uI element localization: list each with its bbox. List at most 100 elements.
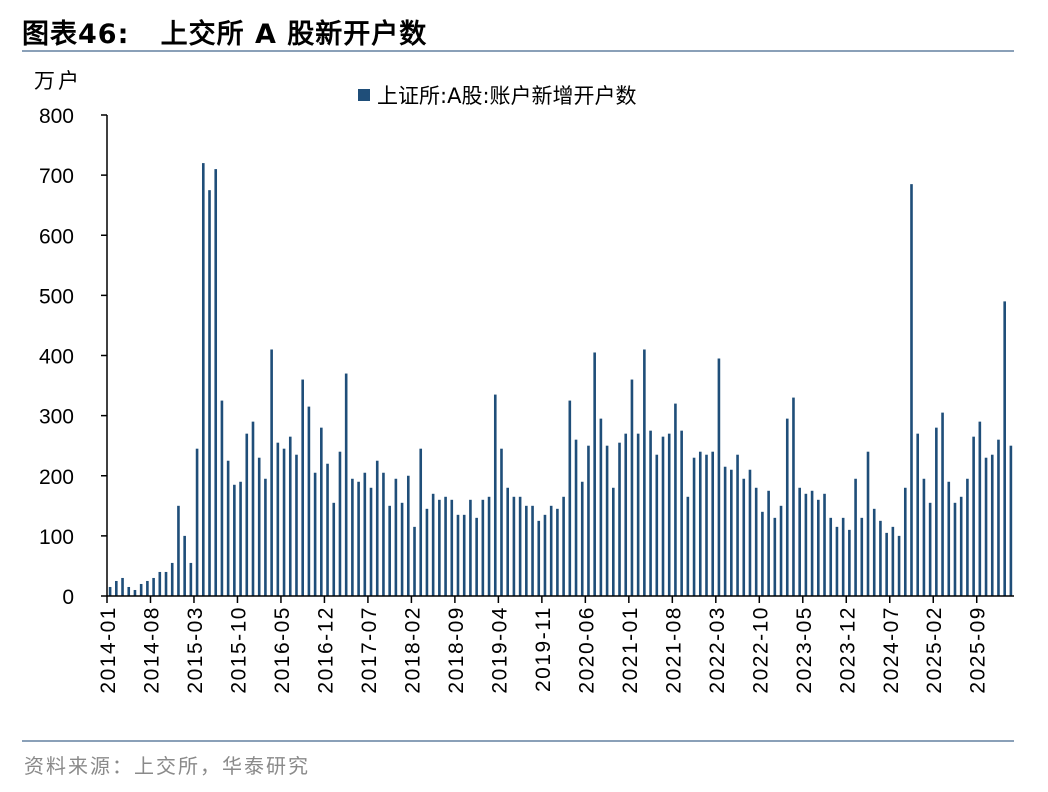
x-tick-label: 2023-12 xyxy=(836,606,859,694)
bar xyxy=(469,499,472,596)
unit-label: 万户 xyxy=(34,69,82,93)
bar xyxy=(854,478,857,596)
bar xyxy=(388,505,391,596)
y-axis: 0 100 200 300 400 500 600 700 800 xyxy=(39,105,108,609)
source-note: 资料来源：上交所，华泰研究 xyxy=(24,754,310,778)
y-tick-label: 0 xyxy=(62,586,74,609)
bar xyxy=(742,478,746,596)
bar xyxy=(500,448,503,596)
y-tick-label: 600 xyxy=(39,225,74,248)
bar xyxy=(686,496,690,596)
bar xyxy=(525,505,528,596)
bar xyxy=(164,571,168,596)
header-rule xyxy=(22,50,1014,52)
chart-title: 图表46: 上交所 A 股新开户数 xyxy=(22,19,428,50)
bar xyxy=(916,433,920,596)
bar xyxy=(431,493,435,596)
bar xyxy=(667,433,671,596)
bar xyxy=(903,487,907,596)
bar xyxy=(935,427,938,596)
bar xyxy=(674,403,677,596)
bar xyxy=(636,433,640,596)
bar xyxy=(245,433,249,596)
bar xyxy=(512,496,516,596)
bar xyxy=(649,430,652,596)
bar xyxy=(568,400,572,596)
bar xyxy=(518,496,522,596)
x-tick-label: 2014-08 xyxy=(140,606,163,694)
bar xyxy=(761,511,764,596)
bar xyxy=(425,508,429,596)
bar xyxy=(251,421,255,596)
x-tick-label: 2016-12 xyxy=(314,606,337,694)
x-tick-label: 2021-01 xyxy=(619,606,642,694)
bar xyxy=(357,481,360,596)
legend: 上证所:A股:账户新增开户数 xyxy=(358,84,637,108)
bar xyxy=(922,478,926,596)
bar xyxy=(152,577,155,596)
bar xyxy=(326,463,329,596)
x-tick-label: 2015-10 xyxy=(227,606,250,694)
x-tick-label: 2020-06 xyxy=(575,606,598,694)
bar xyxy=(158,571,162,596)
bar xyxy=(959,496,963,596)
bar xyxy=(692,457,696,596)
bar xyxy=(779,505,783,596)
bar xyxy=(301,379,304,596)
bar xyxy=(748,469,752,596)
bar xyxy=(984,457,988,596)
bar xyxy=(121,577,124,596)
y-tick-label: 200 xyxy=(39,466,74,489)
bar xyxy=(711,451,715,596)
y-tick-label: 100 xyxy=(39,526,74,549)
bar xyxy=(189,562,193,596)
bar xyxy=(351,478,354,596)
bar xyxy=(587,445,590,596)
bar xyxy=(612,487,615,596)
bar xyxy=(369,487,373,596)
bar xyxy=(133,589,137,596)
bar xyxy=(257,457,261,596)
x-tick-label: 2025-09 xyxy=(967,606,990,694)
bar xyxy=(201,163,205,596)
bar xyxy=(382,472,385,596)
x-tick-label: 2016-05 xyxy=(271,606,294,694)
bar xyxy=(661,436,665,596)
bar-series xyxy=(108,163,1013,597)
bar xyxy=(313,472,317,596)
bar xyxy=(115,580,118,596)
bar xyxy=(127,586,131,596)
bar xyxy=(537,520,541,596)
bar xyxy=(835,526,839,596)
bar xyxy=(767,490,770,596)
bar xyxy=(139,583,143,596)
y-tick-label: 400 xyxy=(39,346,74,369)
bar xyxy=(183,535,186,597)
bar xyxy=(475,517,478,596)
bar xyxy=(270,349,273,596)
bar xyxy=(276,442,280,596)
bar xyxy=(375,460,379,596)
bar xyxy=(394,478,398,596)
bar xyxy=(208,190,211,596)
bar xyxy=(1003,301,1006,596)
bar xyxy=(810,490,814,596)
x-axis: 2014-01 2014-08 2015-03 2015-10 2016-05 2016-… xyxy=(97,595,1014,694)
bar xyxy=(829,517,833,596)
bar xyxy=(885,532,888,596)
bar xyxy=(947,481,951,596)
bar xyxy=(226,460,230,596)
bar xyxy=(487,496,491,596)
bar xyxy=(146,580,149,596)
bar xyxy=(754,487,758,596)
bar xyxy=(195,448,199,596)
bar xyxy=(841,517,845,596)
bar xyxy=(444,496,447,596)
bar xyxy=(643,349,646,596)
bar xyxy=(723,466,727,596)
bar xyxy=(593,352,596,596)
bar xyxy=(450,499,454,596)
bar xyxy=(239,481,242,596)
bar xyxy=(773,517,777,596)
bar xyxy=(438,499,441,596)
